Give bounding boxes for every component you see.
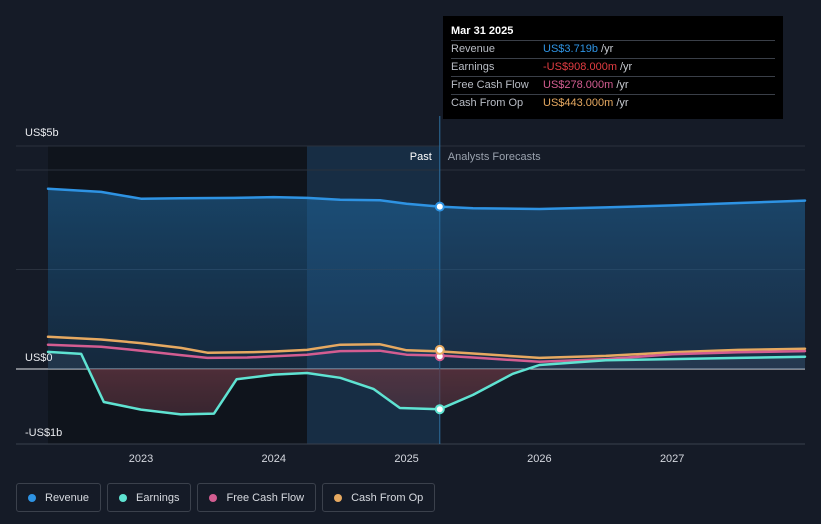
tooltip-value: US$278.000m [543, 79, 614, 91]
tooltip-label: Revenue [451, 43, 496, 55]
tooltip-row-revenue: Revenue US$3.719b /yr [451, 40, 775, 58]
tooltip-unit: /yr [620, 61, 633, 73]
tooltip: Mar 31 2025 Revenue US$3.719b /yr Earnin… [443, 16, 783, 119]
tooltip-label: Free Cash Flow [451, 79, 529, 91]
legend: Revenue Earnings Free Cash Flow Cash Fro… [16, 483, 441, 512]
tooltip-row-free-cash-flow: Free Cash Flow US$278.000m /yr [451, 76, 775, 94]
legend-dot-icon [28, 493, 36, 502]
x-tick-label: 2026 [527, 453, 551, 465]
series-line-earnings [46, 350, 807, 416]
tooltip-value: -US$908.000m [543, 61, 617, 73]
legend-dot-icon [119, 493, 128, 502]
legend-item-revenue[interactable]: Revenue [16, 483, 102, 512]
series-line-cash-from-op [46, 335, 807, 360]
legend-label: Cash From Op [351, 491, 424, 504]
x-tick-label: 2027 [660, 453, 684, 465]
series-line-free-cash-flow [46, 343, 807, 364]
region-label-past: Past [410, 151, 432, 163]
legend-label: Revenue [45, 491, 90, 504]
tooltip-row-earnings: Earnings -US$908.000m /yr [451, 58, 775, 76]
marker-revenue [434, 201, 445, 212]
tooltip-row-cash-from-op: Cash From Op US$443.000m /yr [451, 94, 775, 112]
x-tick-label: 2023 [129, 453, 153, 465]
legend-item-free-cash-flow[interactable]: Free Cash Flow [197, 483, 317, 512]
y-tick-label: US$5b [25, 127, 59, 139]
tooltip-label: Earnings [451, 61, 495, 73]
revenue-area [48, 188, 805, 369]
tooltip-date: Mar 31 2025 [451, 25, 514, 37]
tooltip-value: US$443.000m [543, 97, 614, 109]
y-tick-label: -US$1b [25, 427, 62, 439]
earnings-negative-area [48, 369, 805, 415]
marker-earnings [434, 404, 445, 415]
marker-cash-from-op [434, 344, 445, 355]
series-line-revenue [46, 187, 807, 211]
earnings-area [48, 351, 805, 415]
tooltip-unit: /yr [601, 43, 614, 55]
tooltip-label: Cash From Op [451, 97, 524, 109]
x-tick-label: 2025 [394, 453, 418, 465]
tooltip-unit: /yr [616, 97, 629, 109]
legend-dot-icon [334, 493, 343, 502]
legend-item-cash-from-op[interactable]: Cash From Op [322, 483, 436, 512]
legend-label: Free Cash Flow [226, 491, 305, 504]
tooltip-value: US$3.719b [543, 43, 599, 55]
legend-dot-icon [209, 493, 218, 502]
tooltip-unit: /yr [616, 79, 629, 91]
x-tick-label: 2024 [262, 453, 286, 465]
legend-label: Earnings [136, 491, 180, 504]
y-tick-label: US$0 [25, 352, 53, 364]
legend-item-earnings[interactable]: Earnings [107, 483, 192, 512]
region-label-forecast: Analysts Forecasts [448, 151, 541, 163]
